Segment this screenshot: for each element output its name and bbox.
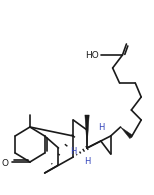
- Text: H: H: [98, 123, 104, 132]
- Polygon shape: [121, 127, 133, 139]
- Text: H: H: [84, 158, 90, 167]
- Polygon shape: [85, 115, 89, 148]
- Text: O: O: [1, 159, 8, 168]
- Text: H: H: [70, 146, 76, 155]
- Text: HO: HO: [85, 51, 99, 60]
